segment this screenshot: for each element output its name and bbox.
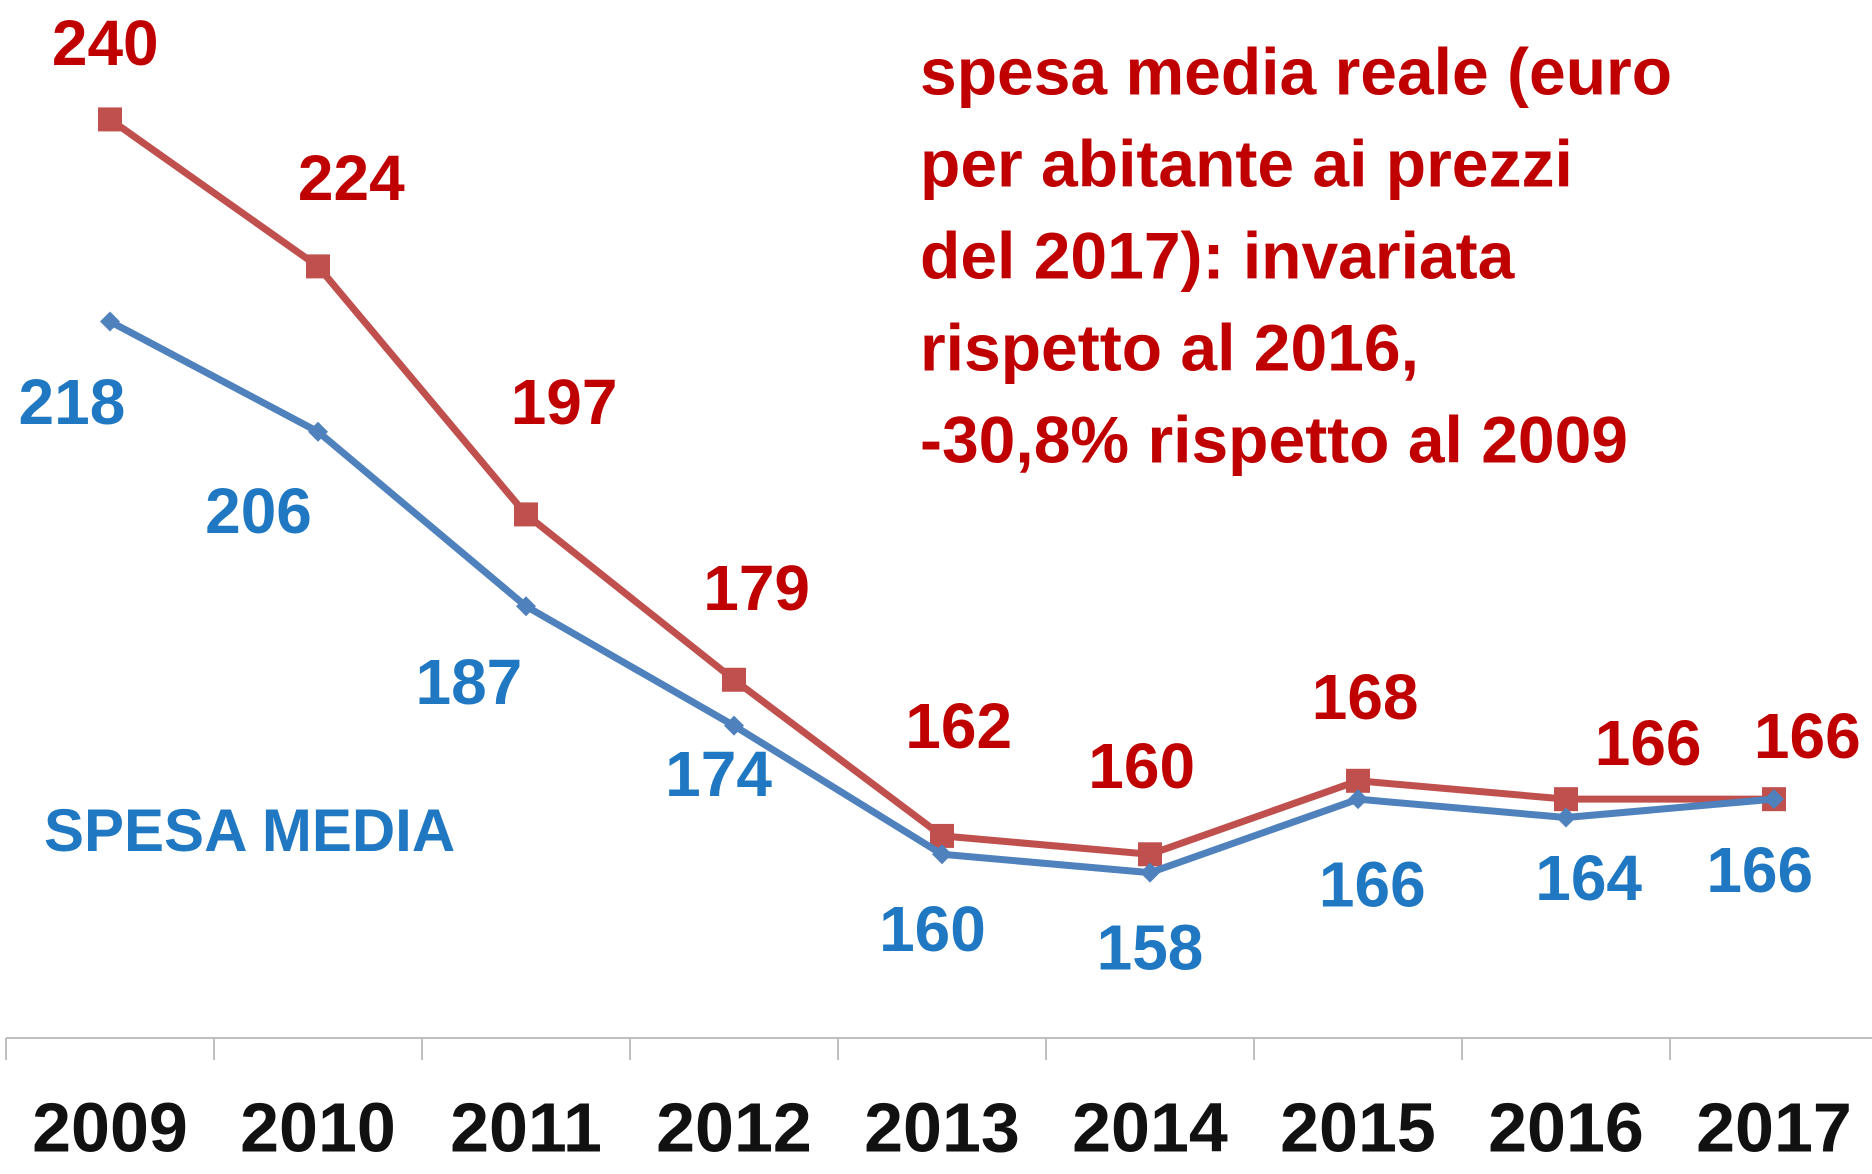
x-tick-label: 2017 (1696, 1088, 1852, 1166)
data-label: 162 (905, 690, 1012, 762)
marker (100, 311, 120, 332)
data-label: 174 (665, 738, 772, 810)
annotation-line: per abitante ai prezzi (920, 126, 1573, 200)
data-label: 166 (1595, 707, 1702, 779)
marker (1556, 807, 1576, 828)
marker (1140, 862, 1160, 883)
marker (1346, 768, 1370, 793)
annotation: spesa media reale (euro per abitante ai p… (920, 34, 1672, 476)
data-label: 160 (1088, 730, 1195, 802)
data-label: 179 (703, 552, 810, 624)
annotation-line: del 2017): invariata (920, 218, 1516, 292)
data-label: 158 (1097, 911, 1204, 983)
data-label: 224 (298, 142, 405, 214)
marker (930, 823, 954, 848)
data-label: 166 (1706, 834, 1813, 906)
x-tick-label: 2016 (1488, 1088, 1644, 1166)
data-label: 166 (1754, 700, 1861, 772)
data-label: 160 (879, 893, 986, 965)
legend-label: SPESA MEDIA (44, 797, 455, 864)
data-label: 206 (205, 475, 312, 547)
annotation-line: spesa media reale (euro (920, 34, 1672, 108)
data-label: 166 (1319, 849, 1426, 921)
marker (516, 596, 536, 617)
marker (932, 844, 952, 865)
data-label: 187 (415, 646, 522, 718)
x-tick-label: 2009 (32, 1088, 188, 1166)
marker (1554, 787, 1578, 812)
marker (1138, 842, 1162, 867)
marker (722, 667, 746, 692)
marker (724, 715, 744, 736)
marker (306, 254, 330, 279)
x-tick-label: 2011 (450, 1088, 602, 1166)
marker (514, 502, 538, 527)
marker (98, 107, 122, 132)
marker (1764, 789, 1784, 810)
marker (308, 421, 328, 442)
annotation-line: rispetto al 2016, (920, 310, 1419, 384)
x-tick-label: 2012 (656, 1088, 812, 1166)
x-tick-label: 2015 (1280, 1088, 1436, 1166)
annotation-line: -30,8% rispetto al 2009 (920, 402, 1628, 476)
data-label: 164 (1535, 842, 1642, 914)
x-tick-label: 2013 (864, 1088, 1020, 1166)
marker (1348, 789, 1368, 810)
x-tick-label: 2014 (1072, 1088, 1228, 1166)
data-label: 240 (52, 7, 159, 79)
data-label: 218 (19, 366, 126, 438)
x-tick-label: 2010 (240, 1088, 396, 1166)
data-label: 197 (511, 366, 618, 438)
data-label: 168 (1312, 661, 1419, 733)
